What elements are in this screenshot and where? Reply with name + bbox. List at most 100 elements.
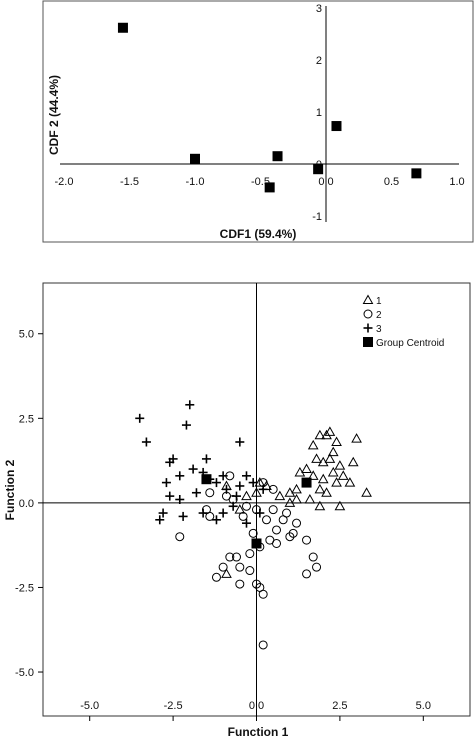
series-1-point	[324, 426, 336, 436]
series-2-point	[175, 532, 185, 542]
series-2-point	[245, 566, 255, 576]
series-4-point	[251, 538, 262, 549]
series-3-point	[235, 437, 245, 447]
series-2-point	[218, 562, 228, 572]
series-2-point	[272, 525, 282, 535]
series-3-point	[135, 413, 145, 423]
cdf-y-tick-label: 2	[316, 55, 322, 67]
series-1-point	[291, 483, 302, 494]
series-1-point	[331, 436, 342, 446]
series-3-point	[241, 518, 251, 528]
function-y-tick-label: -5.0	[15, 667, 34, 679]
series-3-point	[218, 471, 228, 481]
series-1-point	[307, 470, 319, 480]
function-x-tick-label: 0.0	[249, 700, 264, 712]
series-3-point	[221, 484, 231, 494]
series-3-point	[175, 471, 185, 481]
function-x-tick-label: 2.5	[332, 700, 347, 712]
series-1-point	[327, 466, 339, 477]
series-1-point	[321, 487, 332, 497]
series-2-point	[288, 528, 298, 538]
legend-marker-1	[362, 294, 374, 304]
series-1-point	[327, 446, 339, 457]
cdf-x-tick-label: 0.0	[318, 176, 333, 188]
series-3-point	[155, 515, 165, 525]
series-1-point	[334, 460, 346, 470]
function-scatter-chart: -5.0 -2.5 0.0 2.5 5.0 5.0 2.5 0.0 -2.5 -5.0 1 2 3 Gr…	[3, 282, 471, 739]
series-1-point	[251, 487, 262, 497]
series-3-point	[165, 457, 175, 467]
series-2-point	[211, 572, 221, 582]
cdf-y-tick-label: 1	[316, 107, 322, 119]
series-1-point	[234, 504, 246, 514]
cdf-x-tick-label: -1.5	[120, 176, 139, 188]
cdf-y-tick-label: 3	[316, 3, 322, 15]
series-2-point	[302, 535, 312, 545]
series-3-point	[175, 495, 185, 504]
series-2-point	[302, 569, 312, 579]
legend-entry-3: 3	[376, 324, 382, 335]
series-3-point	[211, 478, 221, 488]
series-1-point	[337, 470, 349, 480]
cdf-data-point	[411, 168, 422, 179]
series-1-point	[221, 568, 232, 578]
series-1-point	[274, 490, 286, 501]
series-1-point	[347, 456, 359, 467]
series-2-point	[272, 538, 282, 548]
series-1-point	[304, 493, 316, 504]
series-2-point	[262, 515, 272, 525]
series-2-point	[248, 528, 258, 538]
series-3-point	[235, 481, 245, 491]
series-1-point	[314, 500, 326, 511]
function-y-tick-label: -2.5	[15, 582, 34, 594]
series-3-point	[258, 484, 268, 494]
series-3-point	[228, 501, 238, 511]
chart-legend: 1 2 3 Group Centroid	[362, 294, 444, 349]
cdf-data-point	[313, 164, 324, 175]
series-2-point	[238, 511, 248, 521]
series-3-point	[211, 515, 221, 525]
series-2-point	[235, 562, 245, 572]
cdf-data-point	[264, 182, 275, 193]
function-x-axis-label: Function 1	[228, 725, 289, 739]
series-3-point	[181, 420, 191, 430]
series-1-point	[331, 477, 342, 487]
series-3-point	[185, 400, 195, 410]
series-2-point	[285, 532, 295, 542]
series-2-point	[205, 488, 215, 498]
series-1-point	[284, 487, 296, 497]
cdf-y-axis-label: CDF 2 (44.4%)	[47, 75, 61, 155]
cdf-scatter-chart: -2.0-1.5-1.0-0.50.00.51.0-10123 CDF1 (59…	[42, 0, 474, 243]
series-1-point	[311, 453, 322, 463]
cdf-data-point	[272, 151, 283, 162]
series-4-point	[201, 474, 212, 485]
function-y-tick-label: 5.0	[19, 329, 34, 341]
cdf-data-point	[190, 153, 200, 164]
series-4-point	[301, 477, 312, 488]
function-x-tick-label: 5.0	[416, 700, 431, 712]
series-1-point	[301, 463, 312, 474]
series-3-point	[178, 511, 188, 521]
series-1-point	[351, 433, 362, 443]
series-1-point	[361, 487, 372, 497]
series-2-point	[268, 505, 278, 515]
series-1-point	[344, 477, 356, 487]
series-1-point	[324, 453, 336, 463]
legend-marker-2	[363, 309, 373, 319]
cdf-chart-frame	[42, 0, 474, 243]
series-2-point	[308, 552, 318, 562]
legend-entry-4: Group Centroid	[376, 338, 444, 349]
series-2-point	[312, 562, 322, 572]
legend-marker-4	[363, 337, 373, 347]
series-2-point	[235, 579, 245, 589]
series-3-point	[165, 491, 175, 501]
series-2-point	[241, 501, 251, 511]
function-y-tick-label: 2.5	[19, 413, 34, 425]
series-1-point	[334, 500, 346, 511]
series-2-point	[245, 549, 255, 559]
series-2-point	[258, 589, 268, 599]
cdf-x-tick-label: -2.0	[55, 176, 74, 188]
series-1-point	[317, 473, 329, 484]
cdf-data-point	[117, 22, 128, 33]
function-x-tick-label: -5.0	[80, 700, 99, 712]
